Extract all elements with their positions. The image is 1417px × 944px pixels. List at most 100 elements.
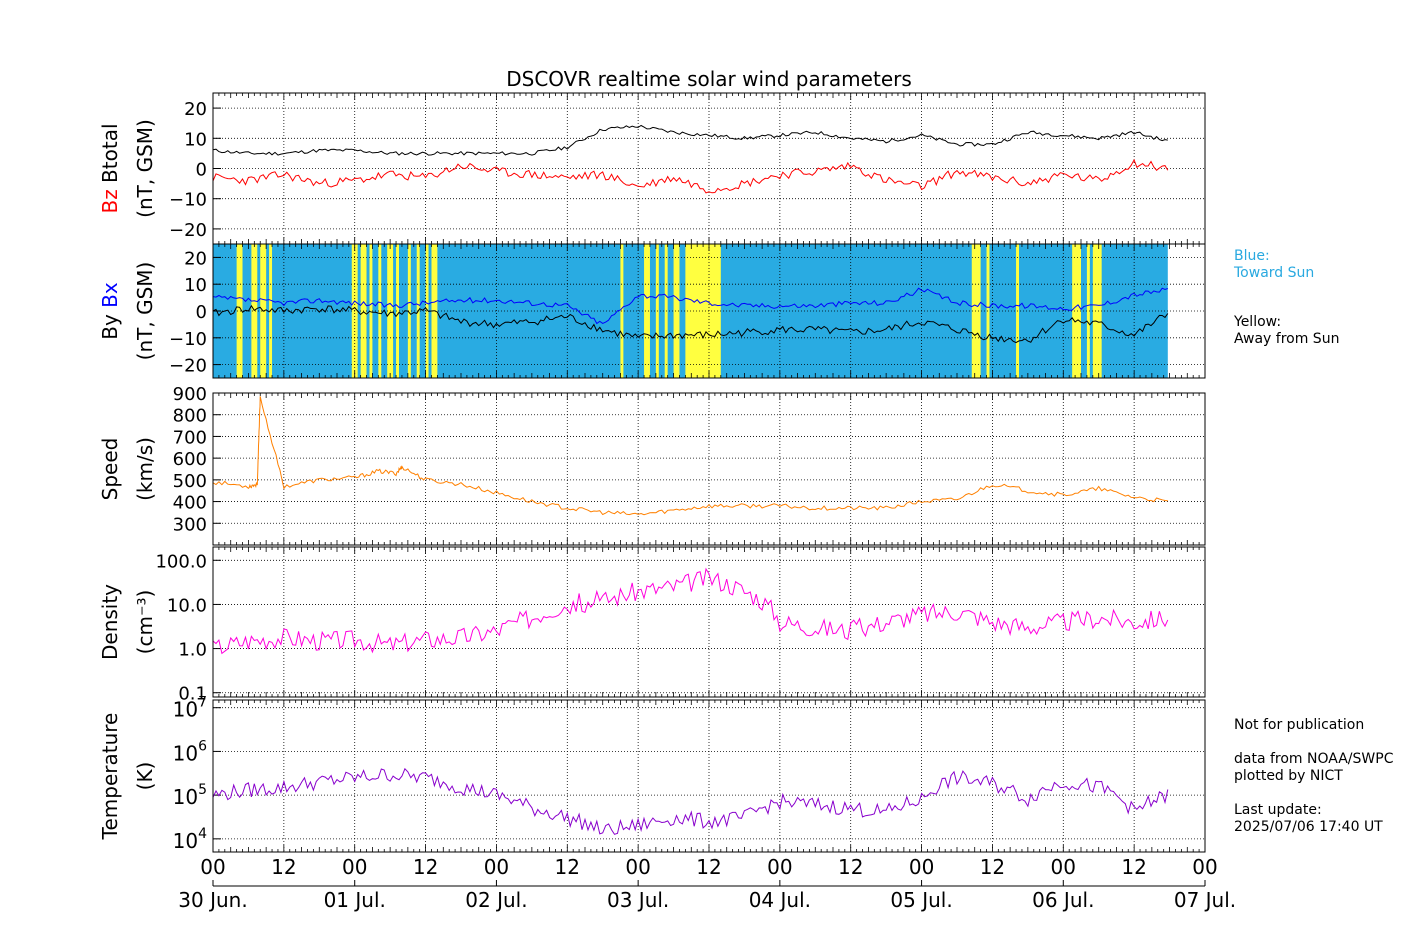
- y-axis-label: By Bx: [98, 282, 122, 340]
- speed-line: [212, 396, 1168, 516]
- x-hour-label: 00: [1051, 855, 1076, 879]
- x-date-label: 07 Jul.: [1174, 888, 1236, 912]
- panel-frame: [212, 699, 1206, 853]
- y-tick-label: 800: [173, 406, 207, 427]
- y-axis-unit: (nT, GSM): [133, 262, 157, 361]
- y-tick-label: 0: [196, 302, 207, 323]
- x-hour-label: 00: [200, 855, 225, 879]
- y-tick-label: 900: [173, 384, 207, 405]
- y-tick-label: 10.0: [167, 595, 207, 616]
- panel-4: 100.0 10.0 1.0 0.1 Density (cm⁻³): [98, 546, 1206, 705]
- y-axis-label: Density: [98, 584, 122, 660]
- btotal-line: [212, 124, 1168, 156]
- away-sun-band: [378, 244, 382, 378]
- x-hour-label: 12: [838, 855, 863, 879]
- away-sun-band: [1092, 244, 1102, 378]
- panel-frame: [212, 392, 1206, 546]
- last-update-value: 2025/07/06 17:40 UT: [1234, 819, 1383, 835]
- time-axis: 00 12 00 12 00 12 00 12 00 12 00 12 00 12 00 30 Jun. 01 …: [178, 855, 1236, 912]
- y-tick-label: −20: [169, 220, 207, 241]
- y-tick-label: 10: [184, 129, 207, 150]
- panel-frame: [212, 243, 1206, 379]
- y-tick-label: 700: [173, 427, 207, 448]
- bz-line: [212, 158, 1169, 194]
- y-tick-label: 400: [173, 493, 207, 514]
- temperature-line: [212, 767, 1169, 835]
- panel-frame: [212, 546, 1206, 698]
- x-date-label: 06 Jul.: [1032, 888, 1094, 912]
- y-tick-label: 20: [184, 248, 207, 269]
- y-axis-unit: (cm⁻³): [133, 590, 157, 655]
- y-tick-label: 20: [184, 99, 207, 120]
- y-tick-label: 300: [173, 514, 207, 535]
- y-tick-label: 600: [173, 449, 207, 470]
- x-hour-label: 12: [980, 855, 1005, 879]
- x-hour-label: 00: [484, 855, 509, 879]
- y-tick-label: 104: [173, 826, 207, 853]
- y-axis-unit: (km/s): [133, 437, 157, 501]
- y-tick-label: 105: [173, 782, 207, 809]
- x-hour-label: 00: [1192, 855, 1217, 879]
- y-tick-label: 106: [173, 738, 207, 765]
- x-hour-label: 12: [1121, 855, 1146, 879]
- legend-away-line1: Yellow:: [1234, 314, 1282, 330]
- away-sun-band: [644, 244, 650, 378]
- x-hour-label: 00: [909, 855, 934, 879]
- away-sun-band: [407, 244, 411, 378]
- panel-5: 107 106 105 104 Temperature (K): [98, 695, 1206, 853]
- bx-line: [212, 287, 1168, 325]
- info-notes: Not for publication data from NOAA/SWPC …: [1234, 717, 1393, 836]
- not-for-publication-note: Not for publication: [1234, 717, 1365, 733]
- last-update-label: Last update:: [1234, 802, 1322, 818]
- panel-1: 20 10 0 −10 −20 Bz Btotal (nT, GSM): [98, 92, 1206, 245]
- legend-away-from-sun: Yellow: Away from Sun: [1234, 314, 1339, 348]
- x-date-label: 05 Jul.: [890, 888, 952, 912]
- y-tick-label: 100.0: [155, 551, 207, 572]
- y-tick-label: 0.1: [178, 684, 207, 705]
- away-sun-band: [251, 244, 258, 378]
- y-tick-label: 107: [173, 695, 207, 722]
- y-axis-label: Speed: [98, 438, 122, 501]
- x-date-label: 03 Jul.: [607, 888, 669, 912]
- by-line: [212, 304, 1169, 344]
- x-hour-label: 00: [767, 855, 792, 879]
- x-hour-label: 12: [555, 855, 580, 879]
- x-hour-label: 12: [271, 855, 296, 879]
- away-sun-band: [1086, 244, 1090, 378]
- y-axis-label: Bz Btotal: [98, 123, 122, 213]
- chart-panels: 20 10 0 −10 −20 Bz Btotal (nT, GSM) 20 10 0 −10 −20…: [98, 92, 1206, 853]
- away-sun-band: [425, 244, 429, 378]
- legend-away-line2: Away from Sun: [1234, 331, 1340, 347]
- x-hour-label: 00: [342, 855, 367, 879]
- panel-2: 20 10 0 −10 −20 By Bx (nT, GSM): [98, 243, 1206, 379]
- x-hour-label: 12: [696, 855, 721, 879]
- x-date-label: 04 Jul.: [749, 888, 811, 912]
- y-tick-label: 10: [184, 275, 207, 296]
- legend-toward-sun-line2: Toward Sun: [1234, 265, 1315, 281]
- y-tick-label: 500: [173, 471, 207, 492]
- y-tick-label: −10: [169, 329, 207, 350]
- y-axis-unit: (nT, GSM): [133, 119, 157, 218]
- away-sun-band: [369, 244, 373, 378]
- away-sun-band: [673, 244, 680, 378]
- figure-title: DSCOVR realtime solar wind parameters: [506, 67, 912, 91]
- x-date-label: 30 Jun.: [178, 888, 247, 912]
- away-sun-band: [236, 244, 243, 378]
- y-axis-label: Temperature: [98, 713, 122, 841]
- x-hour-label: 00: [625, 855, 650, 879]
- x-date-label: 01 Jul.: [324, 888, 386, 912]
- away-sun-band: [971, 244, 981, 378]
- y-axis-unit: (K): [133, 762, 157, 791]
- data-source-note: data from NOAA/SWPC: [1234, 751, 1394, 767]
- y-tick-label: −20: [169, 356, 207, 377]
- legend-toward-sun-line1: Blue:: [1234, 248, 1270, 264]
- density-line: [212, 567, 1169, 655]
- y-tick-label: 1.0: [178, 640, 207, 661]
- x-hour-label: 12: [413, 855, 438, 879]
- away-sun-band: [396, 244, 399, 378]
- plotted-by-note: plotted by NICT: [1234, 768, 1343, 784]
- y-tick-label: 0: [196, 160, 207, 181]
- x-date-label: 02 Jul.: [465, 888, 527, 912]
